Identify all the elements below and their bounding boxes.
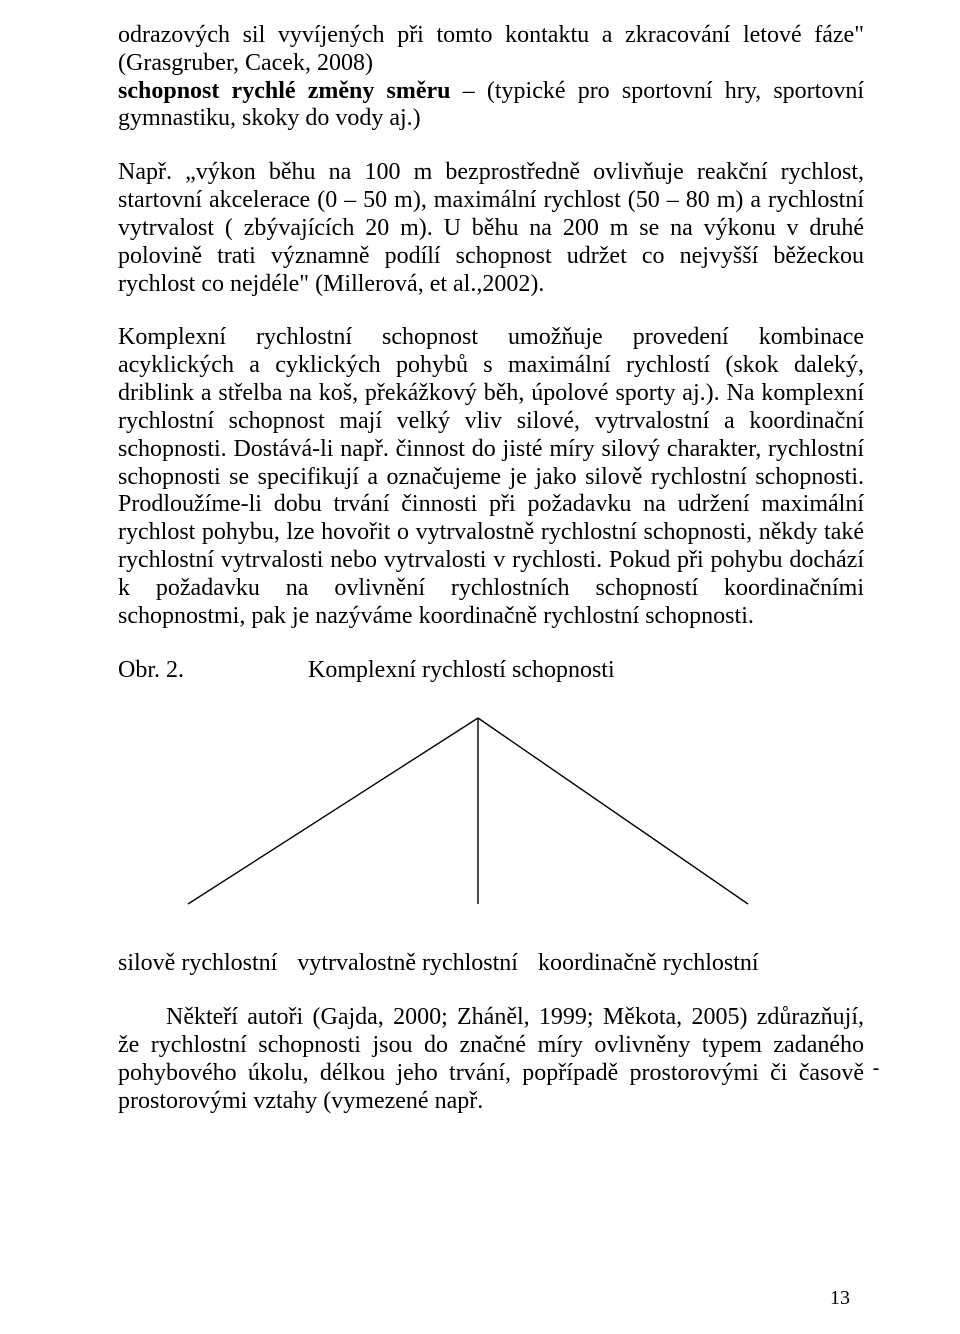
tree-diagram	[118, 694, 838, 924]
paragraph-3: Komplexní rychlostní schopnost umožňuje …	[118, 324, 864, 630]
diagram-labels: silově rychlostní vytrvalostně rychlostn…	[118, 950, 864, 978]
figure-caption-row: Obr. 2. Komplexní rychlostí schopnosti	[118, 657, 864, 685]
paragraph-2: Např. „výkon běhu na 100 m bezprostředně…	[118, 159, 864, 298]
figure-title: Komplexní rychlostí schopnosti	[308, 657, 864, 685]
page-number: 13	[830, 1287, 850, 1310]
document-page: odrazových sil vyvíjených při tomto kont…	[0, 0, 960, 1334]
label-right: koordinačně rychlostní	[538, 950, 759, 978]
paragraph-1: odrazových sil vyvíjených při tomto kont…	[118, 22, 864, 133]
paragraph-1-bold: schopnost rychlé změny směru	[118, 78, 451, 104]
figure-number: Obr. 2.	[118, 657, 308, 685]
paragraph-1-part1: odrazových sil vyvíjených při tomto kont…	[118, 22, 864, 76]
paragraph-4: Někteří autoři (Gajda, 2000; Zháněl, 199…	[118, 1004, 864, 1115]
label-left: silově rychlostní	[118, 950, 277, 978]
label-mid: vytrvalostně rychlostní	[297, 950, 518, 978]
text-cursor-mark: -	[870, 1057, 882, 1080]
